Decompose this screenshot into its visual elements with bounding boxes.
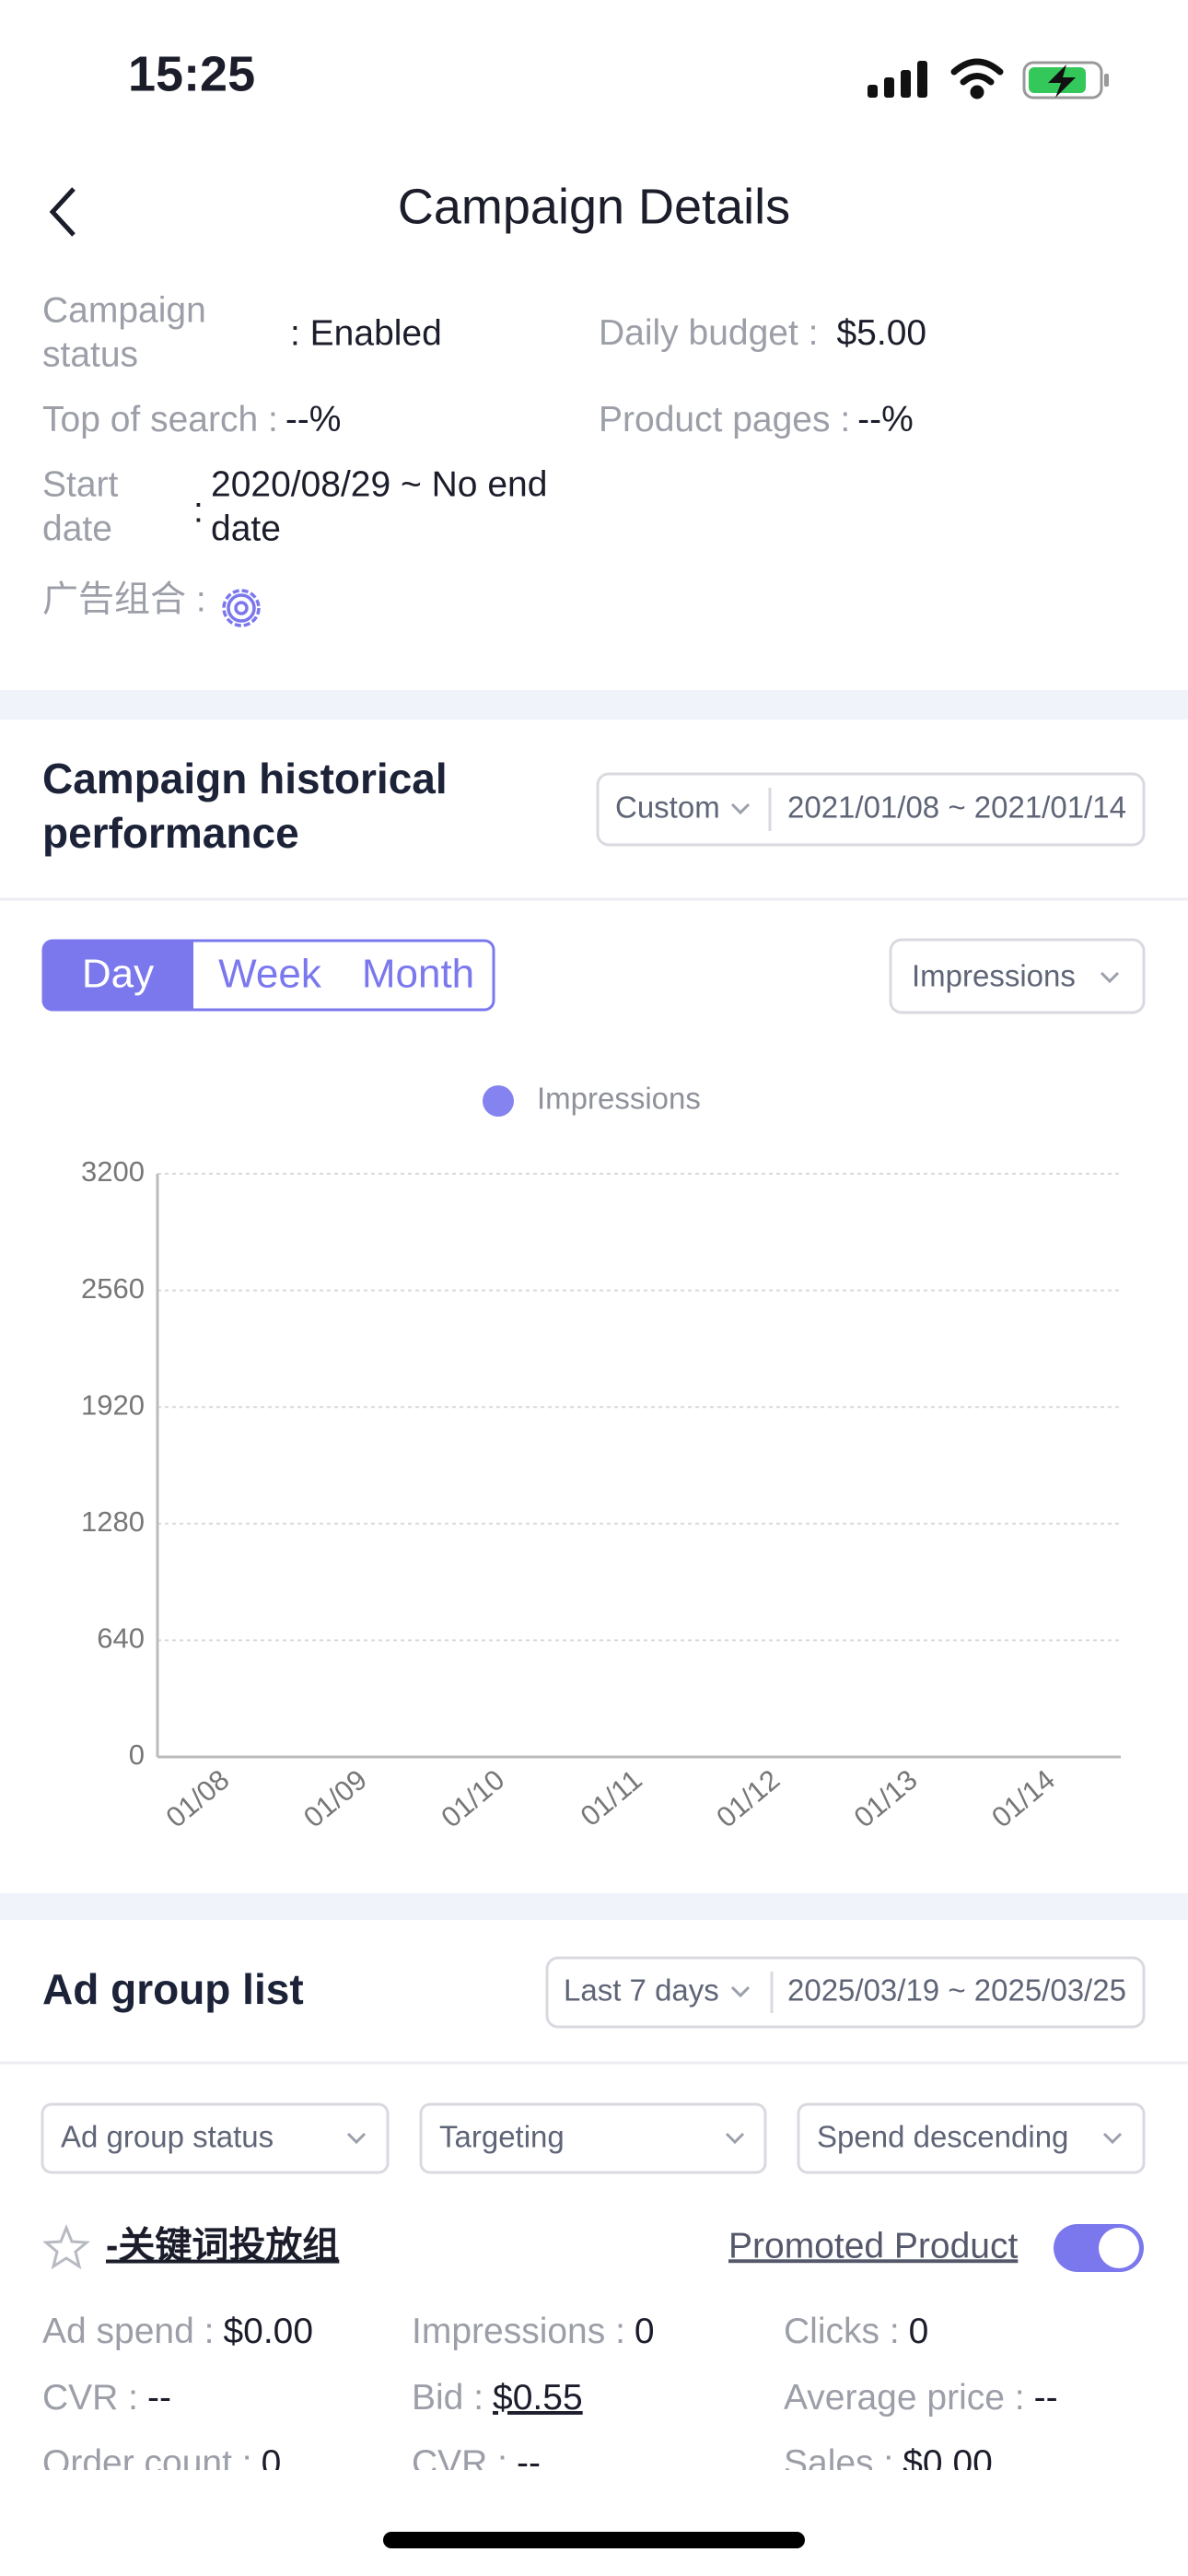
tab[interactable]: Month: [362, 952, 474, 997]
info-label: Top of search :: [42, 400, 278, 439]
metric-label: Average price :: [784, 2378, 1025, 2418]
y-tick-label: 3200: [81, 1155, 145, 1188]
metric-value: 0: [262, 2443, 282, 2483]
metric: Average price : --: [784, 2378, 1058, 2418]
metric-label: Clicks :: [784, 2312, 900, 2351]
status-time: 15:25: [128, 46, 255, 101]
x-tick-label: 01/11: [575, 1763, 648, 1832]
filter[interactable]: Targeting: [419, 2102, 767, 2174]
x-tick-label: 01/09: [297, 1763, 373, 1834]
back-button[interactable]: [49, 187, 76, 237]
metric: Sales : $0.00: [784, 2443, 993, 2483]
date-range: 2021/01/08 ~ 2021/01/14: [787, 790, 1126, 825]
info-label: Daily budget :: [599, 313, 818, 353]
info-value: date: [211, 509, 281, 548]
metric: CVR : --: [42, 2378, 171, 2418]
x-tick-label: 01/14: [985, 1763, 1061, 1834]
ad-group-type[interactable]: Promoted Product: [728, 2226, 1018, 2266]
home-indicator: [383, 2532, 805, 2548]
metric-value: $0.00: [903, 2443, 993, 2483]
metric-value: $0.00: [223, 2312, 313, 2351]
date-range: 2025/03/19 ~ 2025/03/25: [787, 1973, 1126, 2008]
metric: Impressions: [912, 959, 1076, 993]
y-tick-label: 0: [129, 1739, 145, 1771]
metric-label: Order count :: [42, 2443, 252, 2483]
legend-marker: [483, 1085, 514, 1117]
metric: Clicks :0: [784, 2312, 928, 2351]
legend-label: Impressions: [537, 1082, 701, 1116]
section-title: Campaign historical: [42, 755, 448, 802]
info-label: status: [42, 334, 138, 374]
metric-label: CVR :: [412, 2443, 507, 2483]
y-tick-label: 1920: [81, 1388, 145, 1421]
date-range-picker[interactable]: Custom 2021/01/08 ~ 2021/01/14: [596, 772, 1146, 847]
metric-value: 0: [635, 2312, 655, 2351]
y-tick-label: 1280: [81, 1505, 145, 1538]
settings-icon[interactable]: [222, 589, 261, 627]
metric-value: 0: [909, 2312, 929, 2351]
filter-label: Ad group status: [61, 2120, 274, 2154]
metric-value[interactable]: $0.55: [493, 2378, 583, 2418]
tab[interactable]: Day: [82, 952, 154, 997]
chart: 0 640 1280 1920 2560 3200 01/08 01/09 01/10 01/11…: [81, 1082, 1121, 1834]
metric: Ad spend : $0.00: [42, 2312, 313, 2351]
info-label: 广告组合 :: [42, 580, 206, 619]
range-type: Last 7 days: [564, 1973, 719, 2008]
info-value: $5.00: [836, 313, 926, 353]
x-tick-label: 01/08: [160, 1763, 236, 1834]
filter[interactable]: Spend descending: [797, 2102, 1146, 2174]
info-value: : Enabled: [290, 313, 442, 353]
section-title: Ad group list: [42, 1965, 304, 2013]
x-tick-label: 01/12: [710, 1763, 786, 1834]
info-value: --%: [285, 400, 342, 439]
metric: Bid : $0.55: [412, 2378, 583, 2418]
filter-label: Spend descending: [817, 2120, 1068, 2154]
metric-label: Sales :: [784, 2443, 893, 2483]
y-tick-label: 2560: [81, 1272, 145, 1305]
toggle[interactable]: [1054, 2224, 1144, 2272]
info-separator: :: [193, 490, 204, 530]
metric-value: --: [1034, 2378, 1058, 2418]
section-gap: [0, 1893, 1188, 1920]
metric-value: --: [147, 2378, 171, 2418]
info-row: Product pages : --%: [599, 400, 914, 439]
metric-label: Impressions :: [412, 2312, 625, 2351]
y-tick-label: 640: [97, 1622, 145, 1655]
ad-group-name[interactable]: -关键词投放组: [106, 2226, 339, 2266]
filter-label: Targeting: [439, 2120, 565, 2154]
x-tick-label: 01/13: [848, 1763, 924, 1834]
section-title: performance: [42, 809, 299, 857]
metric-label: CVR :: [42, 2378, 138, 2418]
info-label: Product pages :: [599, 400, 850, 439]
info-row: Top of search : --%: [42, 400, 341, 439]
metric: Order count :0: [42, 2443, 281, 2483]
info-row: Daily budget : $5.00: [599, 313, 926, 353]
battery-icon: [1022, 61, 1109, 100]
ad-group-item: -关键词投放组 Promoted Product Ad spend : $0.00…: [42, 2223, 1144, 2483]
metric: Impressions : 0: [412, 2312, 655, 2351]
metric: CVR : --: [412, 2443, 541, 2483]
filter[interactable]: Ad group status: [41, 2102, 390, 2174]
section-gap: [0, 690, 1188, 720]
metric-label: Ad spend :: [42, 2312, 214, 2351]
info-label: date: [42, 509, 112, 548]
info-label: Start: [42, 464, 119, 504]
page-title: Campaign Details: [398, 179, 790, 234]
metric-select[interactable]: Impressions: [889, 938, 1146, 1014]
metric-value: --: [517, 2443, 541, 2483]
info-label: Campaign: [42, 290, 206, 330]
period-tabs: Day Week Month: [41, 939, 495, 1012]
tab[interactable]: Week: [218, 952, 322, 997]
signal-icon: [868, 61, 927, 98]
date-range-picker[interactable]: Last 7 days 2025/03/19 ~ 2025/03/25: [545, 1956, 1146, 2029]
metric-label: Bid :: [412, 2378, 483, 2418]
range-type: Custom: [615, 790, 720, 825]
info-value: 2020/08/29 ~ No end: [211, 464, 547, 504]
favorite-star[interactable]: [42, 2223, 90, 2270]
wifi-icon: [950, 58, 1004, 100]
info-value: --%: [857, 400, 914, 439]
x-tick-label: 01/10: [435, 1763, 510, 1834]
